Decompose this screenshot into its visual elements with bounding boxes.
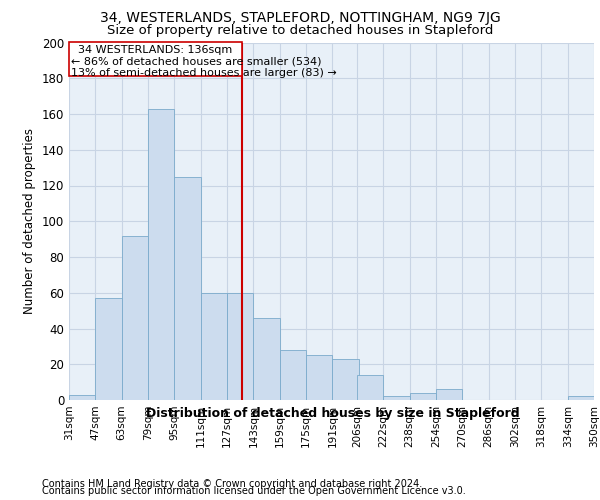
Bar (69, 394, 95, 400)
Bar (436, 390, 463, 400)
Bar (95, 298, 122, 400)
Text: ← 86% of detached houses are smaller (534): ← 86% of detached houses are smaller (53… (71, 57, 322, 67)
Bar (280, 350, 306, 400)
Bar (568, 396, 594, 400)
Text: Contains HM Land Registry data © Crown copyright and database right 2024.: Contains HM Land Registry data © Crown c… (42, 479, 422, 489)
Bar (357, 375, 383, 400)
Y-axis label: Number of detached properties: Number of detached properties (23, 128, 36, 314)
Text: Size of property relative to detached houses in Stapleford: Size of property relative to detached ho… (107, 24, 493, 37)
Bar (69, 42, 242, 76)
Bar (306, 356, 332, 400)
Bar (122, 236, 148, 400)
Text: 34, WESTERLANDS, STAPLEFORD, NOTTINGHAM, NG9 7JG: 34, WESTERLANDS, STAPLEFORD, NOTTINGHAM,… (100, 11, 500, 25)
Bar (383, 396, 410, 400)
Bar (175, 176, 200, 400)
Bar (227, 292, 253, 400)
Bar (253, 318, 280, 400)
Bar (200, 292, 227, 400)
Text: 34 WESTERLANDS: 136sqm: 34 WESTERLANDS: 136sqm (78, 45, 233, 55)
Text: Distribution of detached houses by size in Stapleford: Distribution of detached houses by size … (146, 408, 520, 420)
Text: 13% of semi-detached houses are larger (83) →: 13% of semi-detached houses are larger (… (71, 68, 337, 78)
Bar (332, 359, 359, 400)
Text: Contains public sector information licensed under the Open Government Licence v3: Contains public sector information licen… (42, 486, 466, 496)
Bar (148, 108, 175, 400)
Bar (410, 393, 436, 400)
